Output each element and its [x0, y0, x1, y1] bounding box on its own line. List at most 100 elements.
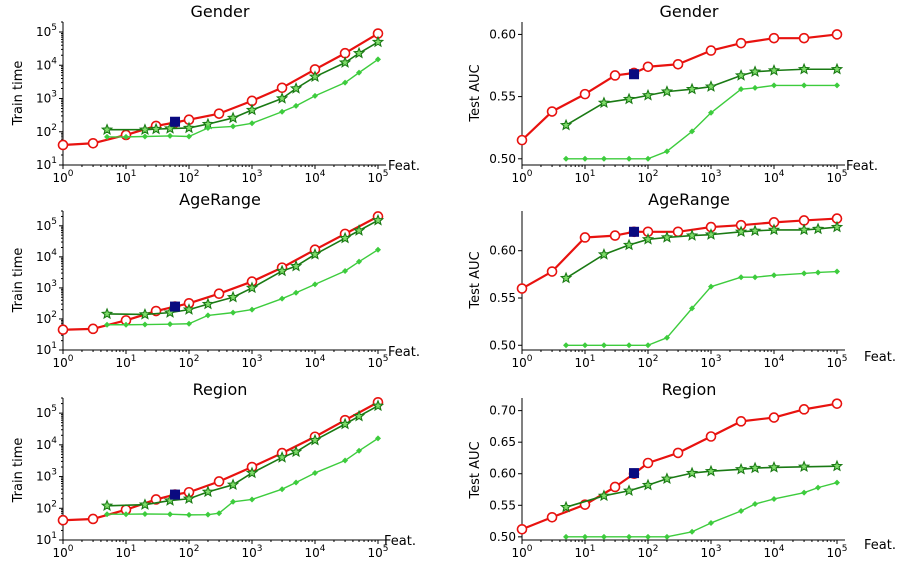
- panel-title: Region: [662, 380, 717, 399]
- y-tick-label: 0.55: [489, 498, 516, 512]
- data-point-diamond: [689, 128, 696, 135]
- data-point-star: [275, 264, 289, 277]
- y-tick-label: 103: [36, 279, 57, 295]
- data-point-star: [182, 121, 196, 134]
- data-point-star: [797, 460, 811, 473]
- data-point-star: [352, 46, 366, 59]
- data-point-circle: [516, 523, 528, 535]
- data-point-circle: [642, 457, 654, 469]
- x-tick-label: 102: [637, 169, 658, 185]
- data-point-diamond: [186, 320, 192, 327]
- series-line: [62, 215, 379, 331]
- data-point-star: [338, 417, 352, 430]
- data-point-diamond: [689, 305, 696, 312]
- y-axis-label: Train time: [11, 61, 26, 127]
- data-point-diamond: [663, 334, 670, 341]
- data-point-circle: [735, 416, 747, 427]
- x-tick-label: 102: [637, 354, 658, 370]
- data-point-diamond: [279, 108, 286, 115]
- data-point-circle: [798, 32, 810, 44]
- data-point-diamond: [582, 533, 588, 540]
- data-point-diamond: [738, 274, 745, 281]
- data-point-diamond: [312, 281, 318, 288]
- data-point-circle: [609, 70, 621, 81]
- data-point-diamond: [815, 269, 822, 276]
- data-point-star: [226, 290, 240, 303]
- data-point-diamond: [104, 511, 111, 518]
- data-point-star: [830, 62, 844, 75]
- x-axis-label: Feat.: [384, 534, 416, 549]
- panel-title: AgeRange: [648, 190, 730, 209]
- data-point-diamond: [204, 511, 211, 518]
- data-point-square: [170, 116, 181, 127]
- data-point-star: [182, 492, 196, 504]
- data-point-diamond: [293, 289, 300, 296]
- panel-region-test-auc: Region Test AUC Feat. 100 101 102 103 104 105…: [468, 380, 896, 560]
- data-point-circle: [546, 106, 558, 117]
- data-point-star: [767, 223, 781, 236]
- data-point-square: [170, 301, 181, 312]
- data-point-star: [371, 213, 385, 226]
- data-point-diamond: [600, 533, 607, 540]
- data-point-star: [685, 229, 699, 241]
- y-tick-label: 0.50: [489, 152, 516, 166]
- data-point-diamond: [645, 155, 651, 162]
- data-point-diamond: [663, 533, 670, 540]
- data-point-diamond: [279, 295, 286, 302]
- data-point-star: [338, 231, 352, 244]
- x-tick-label: 101: [574, 544, 595, 560]
- y-tick-label: 103: [36, 468, 57, 484]
- x-axis-label: Feat.: [388, 159, 420, 174]
- data-point-star: [149, 122, 163, 135]
- data-point-star: [201, 485, 215, 498]
- series-line: [107, 58, 379, 138]
- x-tick-label: 103: [700, 169, 721, 185]
- data-point-circle: [276, 82, 288, 94]
- data-point-diamond: [204, 312, 211, 319]
- x-tick-label: 101: [115, 544, 136, 560]
- data-point-diamond: [104, 321, 111, 328]
- data-point-diamond: [771, 82, 777, 89]
- y-tick-label: 102: [36, 499, 57, 515]
- y-tick-label: 0.65: [489, 435, 516, 449]
- data-point-star: [352, 224, 366, 236]
- x-tick-label: 100: [511, 544, 532, 560]
- data-point-diamond: [375, 435, 381, 442]
- data-point-diamond: [563, 342, 570, 349]
- data-point-circle: [642, 61, 654, 73]
- data-point-diamond: [230, 309, 237, 316]
- x-tick-label: 104: [304, 169, 325, 185]
- y-tick-label: 0.55: [489, 90, 516, 104]
- y-tick-label: 101: [36, 341, 57, 357]
- data-point-diamond: [230, 498, 237, 505]
- data-point-star: [734, 68, 748, 81]
- data-point-circle: [609, 230, 621, 241]
- data-point-star: [811, 222, 825, 235]
- x-tick-label: 103: [700, 544, 721, 560]
- y-tick-label: 0.60: [489, 27, 516, 41]
- data-point-star: [641, 88, 655, 101]
- data-point-diamond: [141, 511, 148, 518]
- data-point-diamond: [834, 82, 840, 89]
- y-tick-label: 0.60: [489, 467, 516, 481]
- series-line: [107, 249, 379, 326]
- data-point-circle: [768, 32, 780, 44]
- data-point-star: [685, 82, 699, 95]
- data-point-star: [830, 459, 844, 472]
- x-tick-label: 100: [52, 544, 73, 560]
- data-point-diamond: [249, 496, 255, 503]
- data-point-star: [201, 297, 215, 310]
- data-point-star: [100, 499, 114, 512]
- data-point-star: [830, 220, 844, 233]
- panel-gender-train-time: Gender Train time Feat. 100 101 102 103 104 1…: [11, 2, 420, 185]
- y-axis-label: Train time: [11, 438, 26, 504]
- data-point-star: [338, 56, 352, 68]
- data-point-star: [226, 478, 240, 491]
- panel-agerange-test-auc: AgeRange Test AUC Feat. 100 101 102 103 104 1…: [468, 190, 896, 370]
- x-tick-label: 102: [637, 544, 658, 560]
- data-point-diamond: [663, 148, 670, 155]
- panel-gender-test-auc: Gender Test AUC Feat. 100 101 102 103 104 105…: [468, 2, 878, 185]
- data-point-diamond: [708, 283, 714, 290]
- x-tick-label: 102: [178, 169, 199, 185]
